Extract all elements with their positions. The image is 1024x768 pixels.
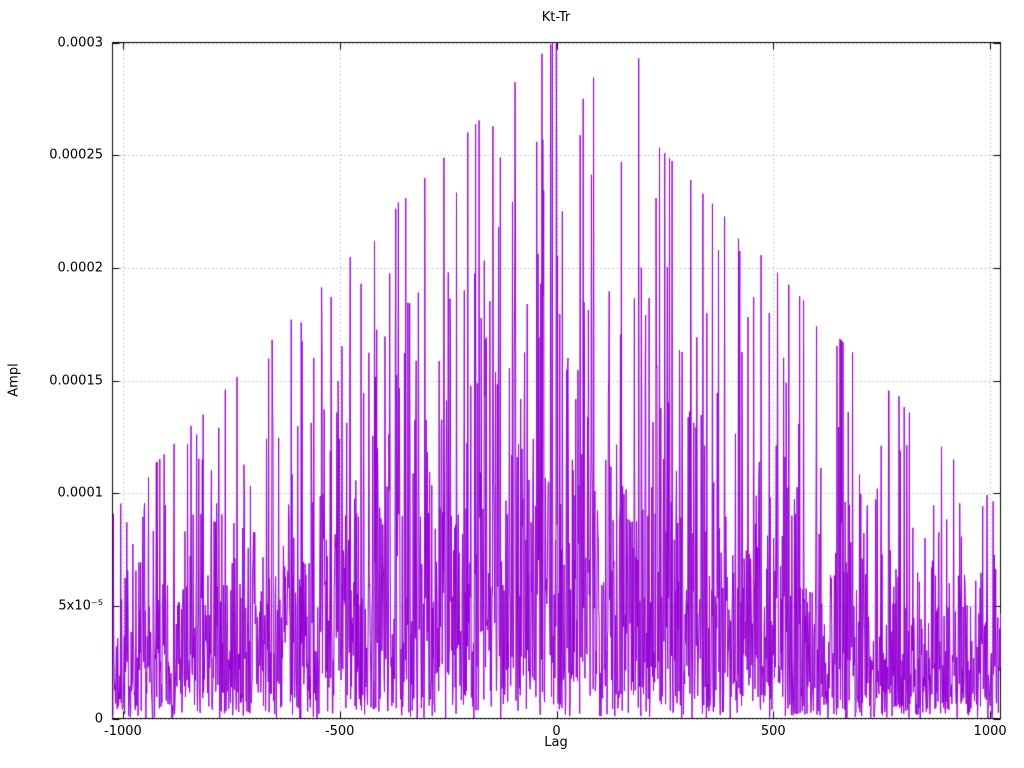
x-tick-label: -500	[324, 724, 355, 739]
y-tick-label: 0.00025	[49, 147, 103, 163]
y-tick-label: 0.0003	[57, 35, 104, 50]
y-tick-label: 0.0001	[57, 485, 104, 501]
y-tick-label: 5x10⁻⁵	[58, 598, 103, 614]
x-tick-label: 1000	[973, 724, 1007, 739]
y-tick-label: 0.0002	[57, 260, 104, 276]
y-tick-label: 0.00015	[49, 373, 103, 388]
x-axis-label: Lag	[544, 735, 568, 750]
x-tick-label: -1000	[104, 724, 142, 739]
x-tick-label: 0	[552, 724, 561, 739]
x-tick-label: 500	[760, 724, 786, 739]
chart-title: Kt-Tr	[541, 10, 571, 25]
y-tick-label: 0	[94, 711, 103, 726]
